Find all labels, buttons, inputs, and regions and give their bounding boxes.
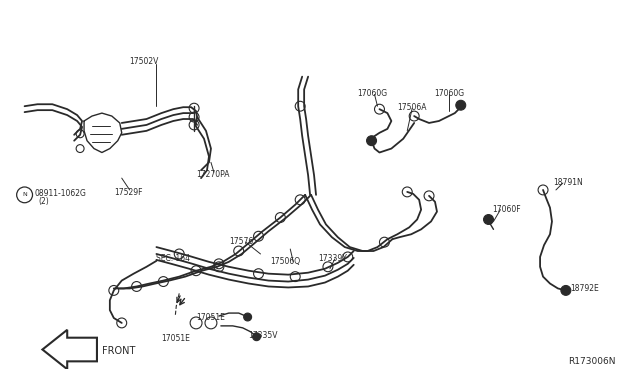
Text: 17060G: 17060G xyxy=(434,89,464,99)
Text: R173006N: R173006N xyxy=(568,357,615,366)
Circle shape xyxy=(561,285,571,295)
Text: FRONT: FRONT xyxy=(102,346,135,356)
Text: 17529F: 17529F xyxy=(114,188,142,197)
Circle shape xyxy=(456,100,466,110)
Text: 17051E: 17051E xyxy=(196,313,225,322)
Text: 17335V: 17335V xyxy=(248,331,278,340)
Text: 17506A: 17506A xyxy=(397,103,427,112)
Text: (2): (2) xyxy=(38,197,49,206)
Text: 17502V: 17502V xyxy=(130,57,159,66)
Text: 08911-1062G: 08911-1062G xyxy=(35,189,86,198)
Circle shape xyxy=(367,136,376,145)
Text: 17339Y: 17339Y xyxy=(318,254,347,263)
Circle shape xyxy=(244,313,252,321)
Circle shape xyxy=(484,215,493,224)
Circle shape xyxy=(253,333,260,341)
Text: 17506Q: 17506Q xyxy=(271,257,301,266)
Text: N: N xyxy=(22,192,27,198)
Text: 18791N: 18791N xyxy=(553,178,582,187)
Text: 17060F: 17060F xyxy=(493,205,521,214)
Text: 17576: 17576 xyxy=(228,237,253,246)
Text: SEC. 164: SEC. 164 xyxy=(156,254,191,263)
Text: 17270PA: 17270PA xyxy=(196,170,230,179)
Text: 17060G: 17060G xyxy=(358,89,388,99)
Text: 17051E: 17051E xyxy=(161,334,190,343)
Text: 18792E: 18792E xyxy=(570,283,598,292)
